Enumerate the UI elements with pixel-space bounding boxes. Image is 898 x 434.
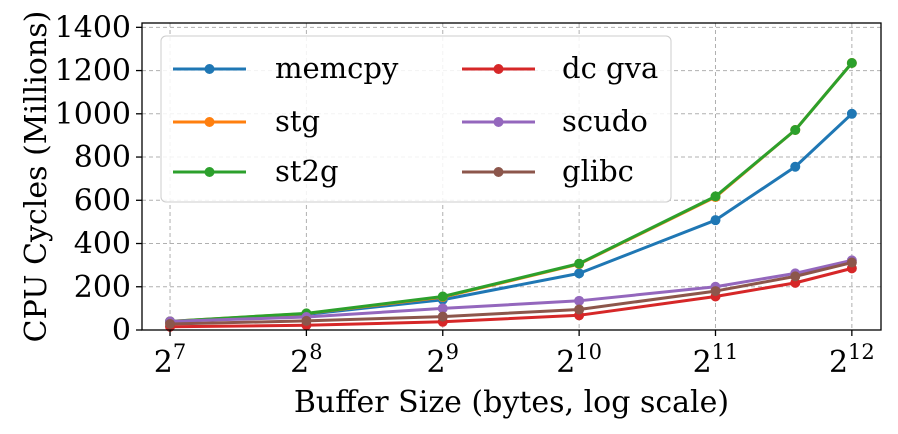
legend-marker bbox=[204, 64, 215, 74]
data-point bbox=[846, 257, 857, 268]
y-tick-label: 800 bbox=[74, 140, 131, 175]
x-tick-label: 28 bbox=[290, 340, 322, 380]
legend-entry: st2g bbox=[173, 154, 339, 188]
plot-area-frame bbox=[141, 22, 882, 331]
data-point bbox=[574, 268, 585, 279]
y-tick-label: 1000 bbox=[55, 97, 131, 132]
legend-label: scudo bbox=[562, 104, 648, 138]
x-tick-label: 27 bbox=[154, 340, 186, 380]
legend-entry: memcpy bbox=[173, 51, 399, 85]
data-point bbox=[790, 125, 801, 136]
legend-entry: stg bbox=[173, 104, 320, 138]
data-point bbox=[574, 304, 585, 315]
legend-entry: scudo bbox=[462, 104, 648, 138]
y-axis-label: CPU Cycles (Millions) bbox=[19, 11, 54, 343]
legend-marker bbox=[493, 117, 504, 127]
x-tick-label: 210 bbox=[556, 340, 602, 380]
legend-marker bbox=[204, 117, 215, 127]
y-tick-label: 400 bbox=[74, 227, 131, 262]
legend: memcpy stg st2g dc gva scudo glibc bbox=[160, 35, 672, 203]
data-point bbox=[165, 318, 176, 329]
legend-label: stg bbox=[275, 104, 320, 138]
x-tick-label: 212 bbox=[829, 340, 875, 380]
data-point bbox=[437, 291, 448, 302]
legend-label: dc gva bbox=[562, 51, 658, 85]
legend-label: st2g bbox=[275, 154, 339, 188]
data-point bbox=[846, 108, 857, 119]
data-point bbox=[710, 215, 721, 226]
y-tick-label: 1400 bbox=[55, 10, 131, 45]
x-tick-label: 211 bbox=[693, 340, 739, 380]
legend-marker bbox=[204, 167, 215, 177]
series-glibc bbox=[165, 257, 857, 329]
data-point bbox=[710, 286, 721, 297]
legend-marker bbox=[493, 64, 504, 74]
legend-entry: glibc bbox=[462, 154, 634, 188]
data-point bbox=[437, 311, 448, 322]
y-tick-label: 0 bbox=[112, 313, 131, 348]
x-tick-label: 29 bbox=[427, 340, 459, 380]
legend-box bbox=[160, 35, 672, 203]
y-tick-label: 200 bbox=[74, 270, 131, 305]
series-lines bbox=[165, 57, 857, 332]
legend-entry: dc gva bbox=[462, 51, 658, 85]
x-axis-label: Buffer Size (bytes, log scale) bbox=[294, 385, 729, 420]
y-tick-label: 1200 bbox=[55, 54, 131, 89]
y-tick-label: 600 bbox=[74, 183, 131, 218]
data-point bbox=[437, 303, 448, 314]
data-point bbox=[574, 258, 585, 269]
data-point bbox=[574, 295, 585, 306]
data-point bbox=[846, 57, 857, 68]
data-point bbox=[790, 271, 801, 282]
data-point bbox=[710, 191, 721, 202]
data-point bbox=[301, 315, 312, 326]
data-point bbox=[790, 161, 801, 172]
legend-label: glibc bbox=[562, 154, 634, 188]
legend-marker bbox=[493, 167, 504, 177]
legend-label: memcpy bbox=[275, 51, 399, 85]
axis-ticks: 0 200 400 600 800 1000 1200 1400 27 28 29 210 211 212 bbox=[55, 10, 875, 380]
